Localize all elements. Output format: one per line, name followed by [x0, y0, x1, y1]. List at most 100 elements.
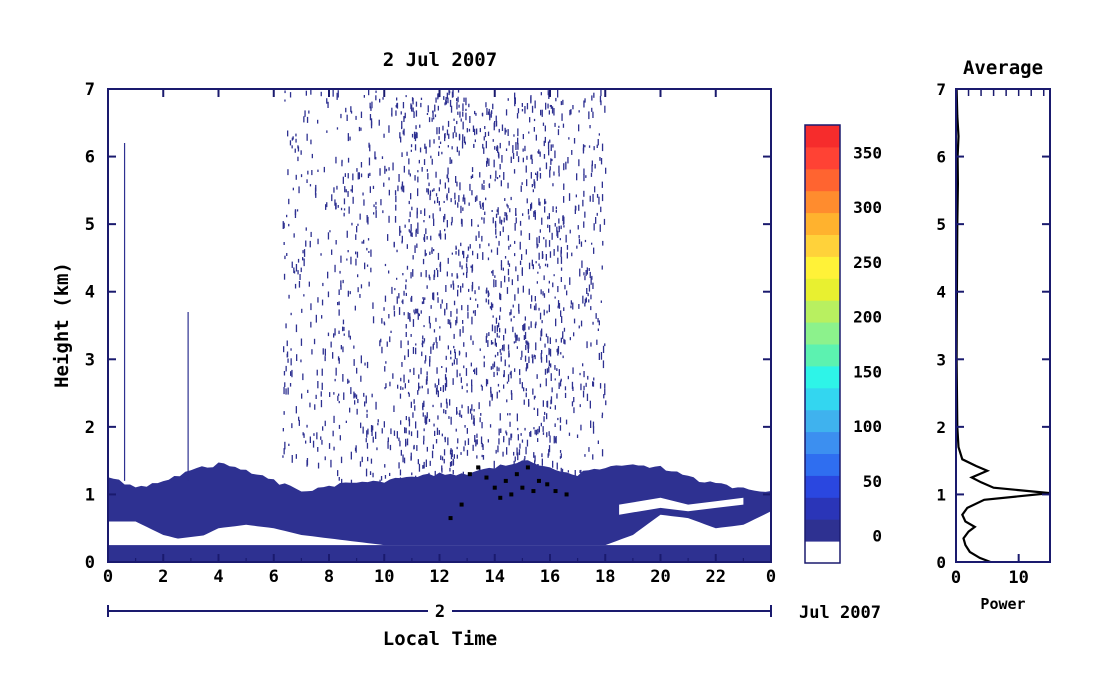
cloud-point-11: [525, 465, 530, 470]
noise-dash-1195: [416, 243, 418, 248]
noise-dash-310: [438, 233, 440, 237]
noise-dash-440: [456, 146, 458, 153]
noise-dash-1: [499, 413, 501, 421]
noise-dash-888: [420, 272, 422, 277]
noise-dash-981: [412, 319, 415, 327]
noise-dash-1566: [548, 149, 550, 156]
noise-dash-483: [549, 139, 551, 143]
noise-dash-339: [430, 346, 432, 354]
noise-dash-1454: [420, 210, 422, 214]
noise-dash-715: [306, 133, 308, 141]
noise-dash-614: [544, 125, 546, 132]
noise-dash-232: [436, 197, 439, 203]
noise-dash-790: [342, 346, 344, 353]
noise-dash-371: [422, 335, 424, 340]
noise-dash-701: [561, 468, 564, 474]
noise-dash-1790: [430, 235, 432, 241]
noise-dash-194: [379, 168, 381, 176]
noise-dash-23: [491, 324, 494, 332]
noise-dash-1129: [509, 413, 511, 416]
noise-dash-1606: [410, 149, 412, 152]
noise-dash-1830: [359, 213, 361, 220]
noise-dash-1466: [592, 321, 594, 325]
noise-dash-438: [485, 378, 488, 387]
noise-dash-772: [315, 394, 317, 399]
noise-dash-1800: [460, 242, 462, 247]
noise-dash-171: [356, 168, 358, 172]
noise-dash-1840: [513, 315, 515, 318]
noise-dash-350: [502, 226, 504, 233]
noise-dash-1096: [445, 97, 447, 103]
noise-dash-1504: [591, 160, 593, 167]
noise-dash-544: [456, 308, 458, 314]
noise-dash-1509: [591, 95, 593, 101]
noise-dash-1208: [438, 145, 440, 149]
noise-dash-351: [544, 206, 546, 213]
noise-dash-1824: [462, 250, 464, 255]
noise-dash-164: [515, 336, 517, 343]
noise-dash-1784: [350, 106, 352, 113]
noise-dash-1183: [320, 400, 323, 408]
noise-dash-1190: [481, 113, 484, 116]
noise-dash-692: [372, 472, 374, 478]
noise-dash-764: [560, 101, 562, 106]
noise-dash-987: [481, 183, 483, 190]
noise-dash-955: [290, 312, 292, 316]
noise-dash-221: [444, 374, 447, 380]
noise-dash-46: [517, 274, 519, 282]
noise-dash-1304: [463, 342, 465, 347]
noise-dash-240: [431, 450, 434, 459]
noise-dash-708: [562, 123, 565, 128]
noise-dash-827: [332, 352, 334, 359]
noise-dash-644: [427, 173, 429, 180]
noise-dash-134: [537, 428, 539, 435]
noise-dash-1499: [383, 321, 385, 325]
noise-dash-1501: [335, 204, 337, 210]
noise-dash-1818: [513, 341, 515, 344]
noise-dash-467: [490, 366, 492, 370]
noise-dash-1165: [427, 105, 429, 113]
noise-dash-1557: [436, 385, 438, 392]
noise-dash-1209: [404, 355, 406, 360]
noise-dash-1512: [498, 390, 501, 393]
noise-dash-1100: [567, 470, 569, 473]
noise-dash-1795: [519, 220, 522, 226]
noise-dash-624: [399, 440, 401, 447]
noise-dash-1072: [507, 344, 510, 350]
noise-dash-289: [466, 272, 468, 278]
noise-dash-1402: [507, 260, 509, 265]
noise-dash-63: [550, 158, 552, 165]
noise-dash-840: [289, 140, 292, 146]
noise-dash-1305: [585, 175, 587, 178]
noise-dash-1339: [461, 385, 463, 390]
noise-dash-1455: [571, 150, 573, 155]
average-y-tick-label-6: 6: [936, 148, 946, 167]
noise-dash-1561: [464, 141, 466, 145]
noise-dash-434: [288, 294, 290, 299]
noise-dash-563: [402, 102, 405, 109]
noise-dash-745: [560, 352, 562, 355]
noise-dash-1450: [302, 432, 304, 436]
noise-dash-851: [495, 235, 497, 239]
noise-dash-1797: [408, 158, 410, 165]
noise-dash-126: [326, 98, 328, 104]
noise-dash-98: [418, 313, 420, 317]
noise-dash-1424: [447, 120, 450, 127]
noise-dash-913: [412, 412, 414, 418]
noise-dash-1296: [429, 356, 431, 363]
noise-dash-719: [343, 212, 345, 217]
noise-dash-106: [542, 291, 544, 296]
noise-dash-19: [461, 305, 463, 311]
noise-dash-558: [499, 231, 501, 236]
noise-dash-1622: [285, 365, 287, 372]
noise-dash-142: [443, 200, 445, 203]
noise-dash-1758: [452, 458, 454, 466]
noise-dash-200: [498, 128, 500, 133]
noise-dash-1407: [433, 269, 436, 278]
noise-dash-1224: [493, 371, 495, 377]
noise-dash-381: [306, 424, 308, 428]
noise-dash-1837: [533, 354, 535, 358]
noise-dash-1257: [547, 216, 549, 220]
noise-dash-1312: [537, 438, 539, 442]
noise-dash-1256: [526, 155, 528, 160]
